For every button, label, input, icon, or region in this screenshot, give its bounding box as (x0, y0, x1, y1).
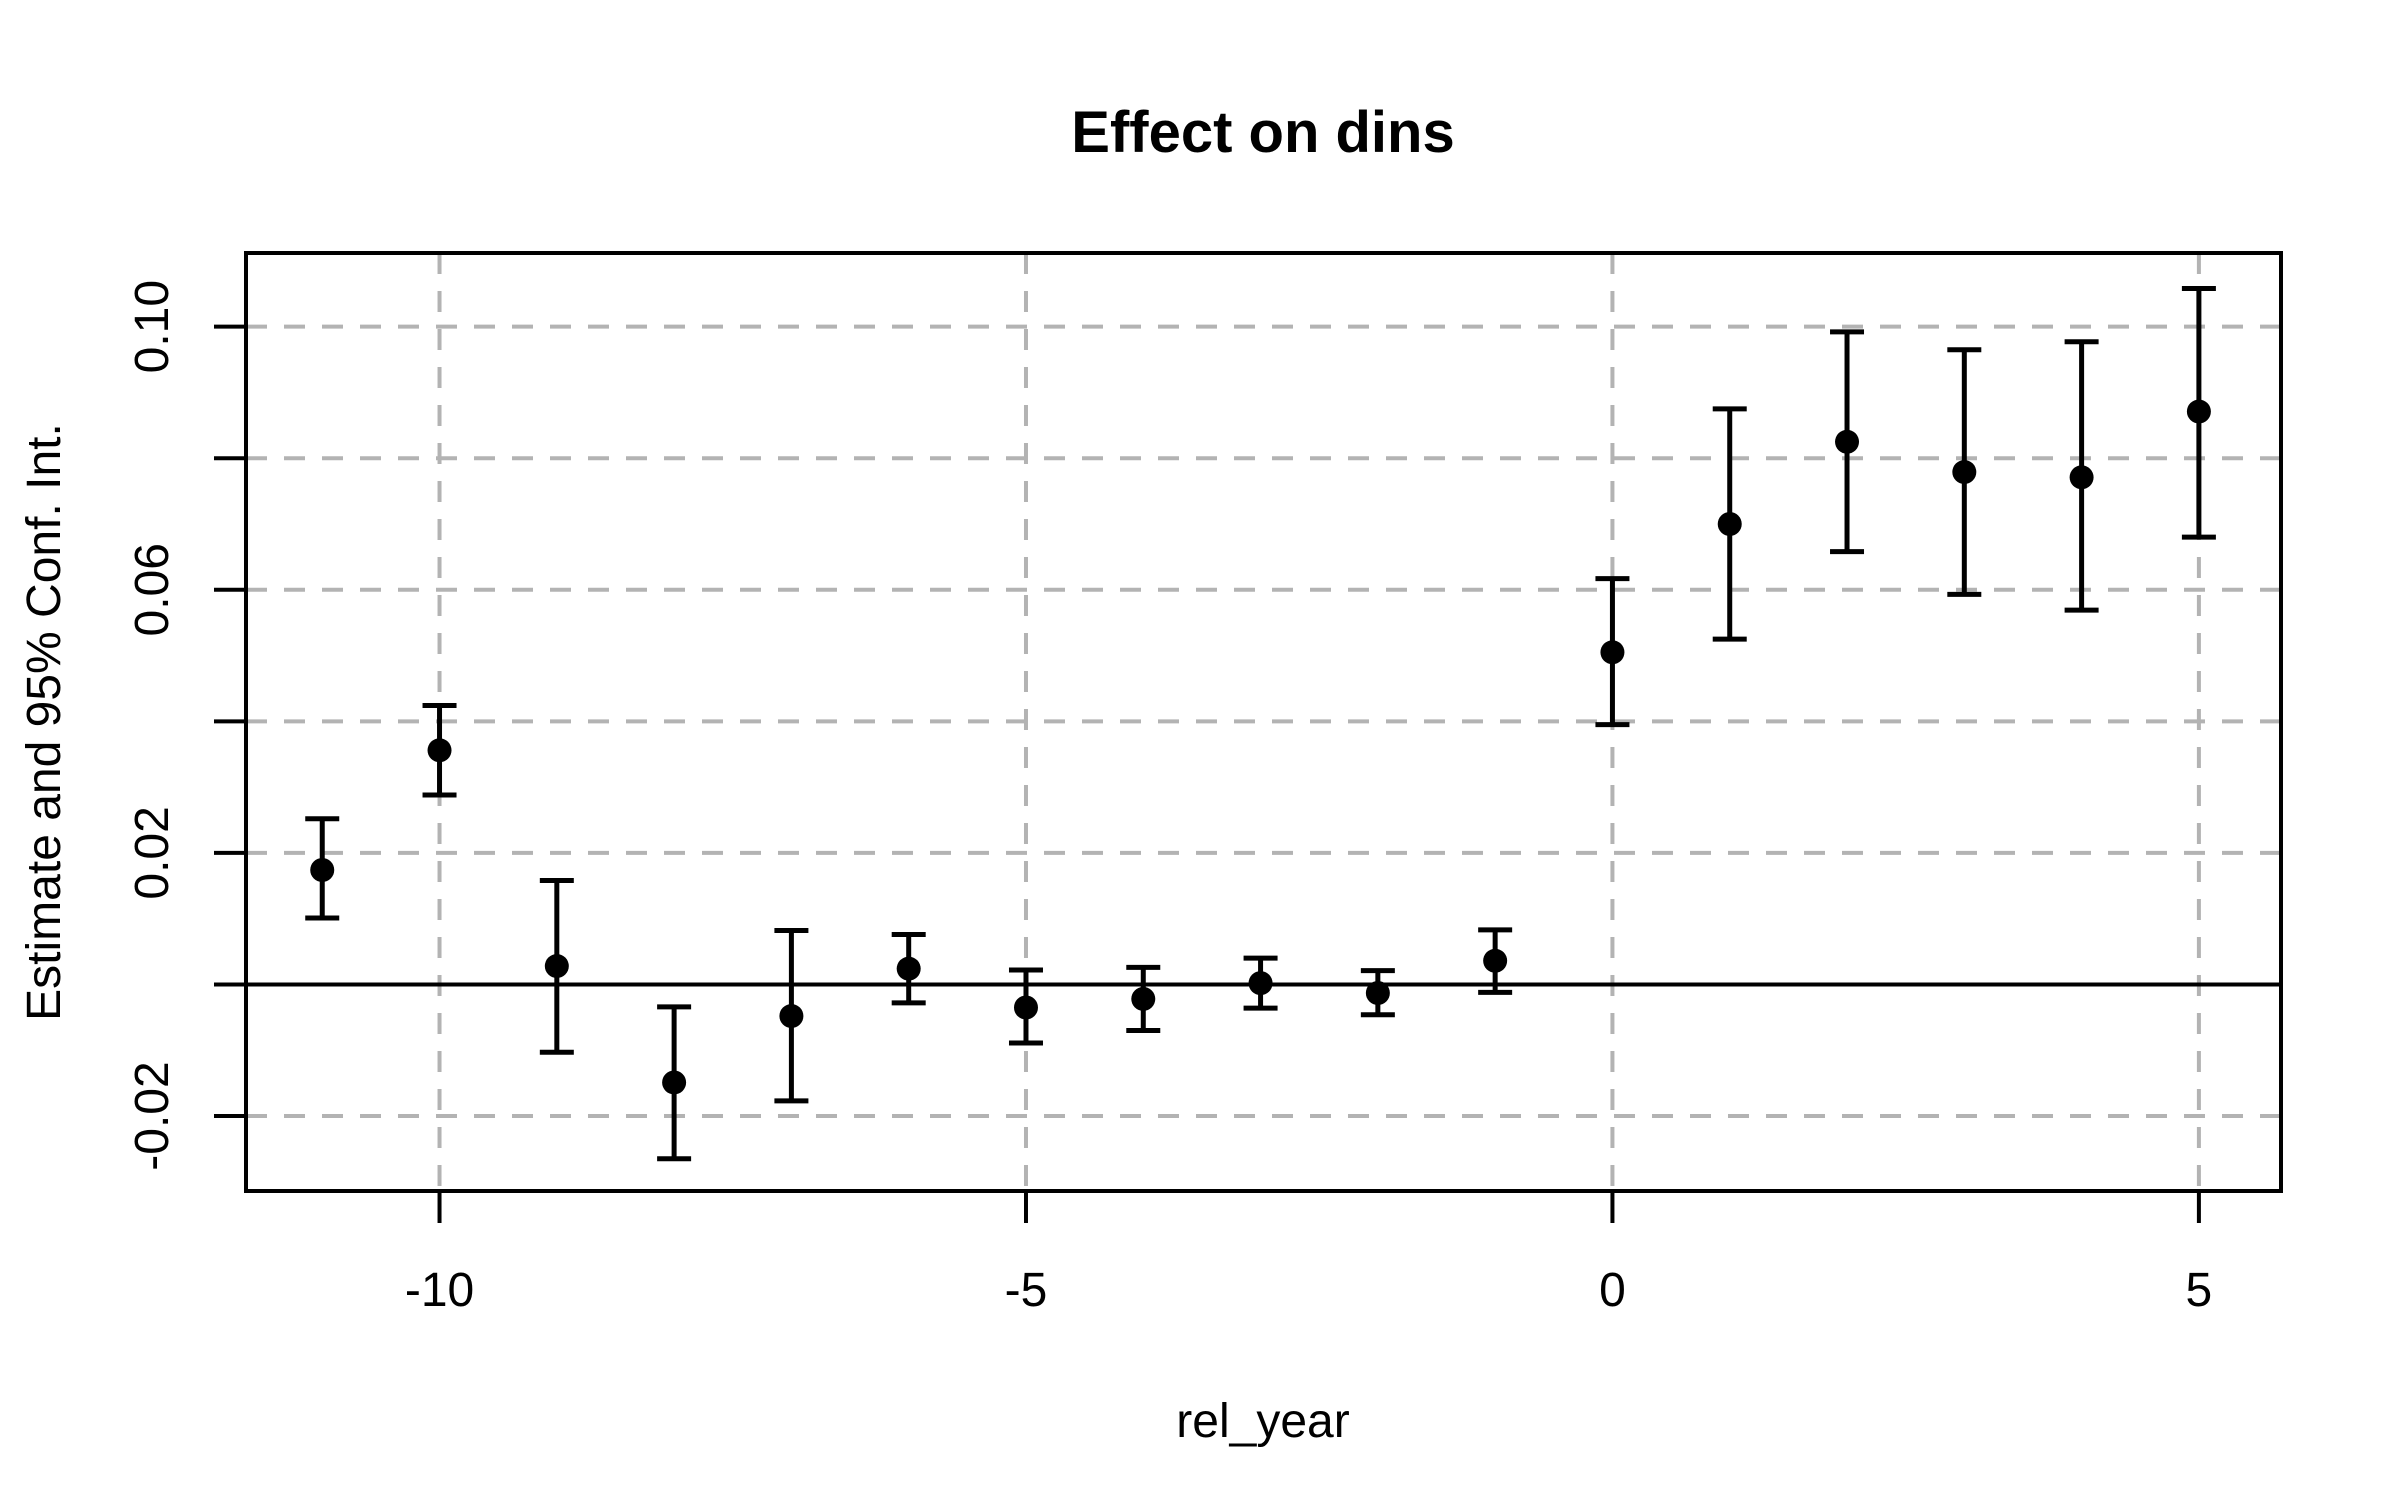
x-tick-label: 0 (1599, 1264, 1626, 1317)
y-tick-label: 0.06 (126, 543, 179, 636)
data-point (1717, 512, 1742, 537)
data-point (1013, 995, 1038, 1020)
y-tick-label: -0.02 (126, 1061, 179, 1170)
data-point (427, 738, 452, 763)
x-tick-label: -10 (405, 1264, 474, 1317)
data-point (896, 956, 921, 981)
data-point (1952, 460, 1977, 485)
data-point (310, 858, 335, 883)
data-point (1483, 948, 1508, 973)
point-layer (310, 399, 2211, 1095)
data-point (1248, 971, 1273, 996)
data-point (1131, 986, 1156, 1011)
x-axis-title: rel_year (1176, 1395, 1349, 1448)
data-point (2186, 399, 2211, 424)
data-point (1835, 429, 1860, 454)
x-tick-label: 5 (2186, 1264, 2213, 1317)
data-point (1365, 981, 1390, 1006)
x-tick-label: -5 (1005, 1264, 1048, 1317)
axis-layer: 0.10 0.06 0.02 -0.02 -10 -5 0 5 (126, 251, 2283, 1317)
data-point (1600, 640, 1625, 665)
y-tick-label: 0.02 (126, 806, 179, 899)
data-point (2069, 465, 2094, 490)
y-axis-title: Estimate and 95% Conf. Int. (18, 423, 71, 1021)
data-point (662, 1070, 687, 1095)
error-bar-layer (305, 286, 2216, 1162)
chart-title: Effect on dins (1071, 100, 1454, 165)
data-point (779, 1004, 804, 1029)
data-point (544, 954, 569, 979)
y-tick-label: 0.10 (126, 280, 179, 373)
